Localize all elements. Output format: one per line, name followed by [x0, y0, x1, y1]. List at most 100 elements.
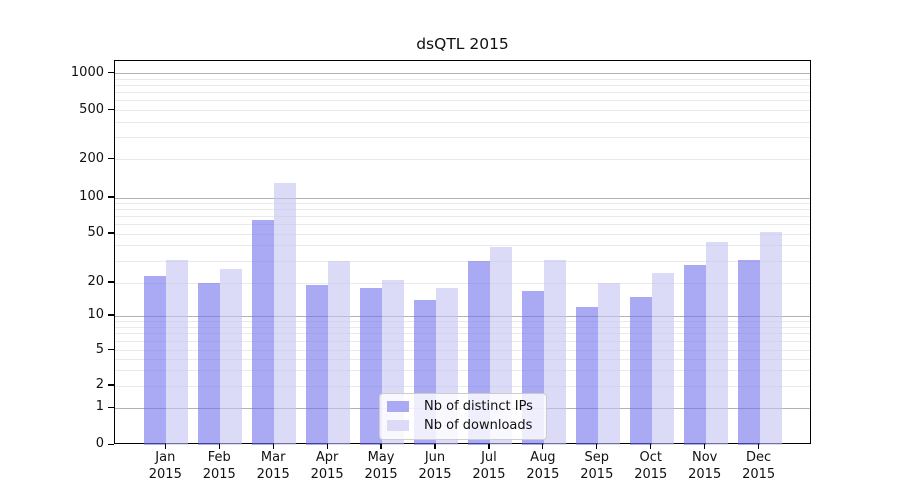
minor-gridline: [115, 209, 810, 211]
y-tick-mark: [107, 108, 114, 111]
x-tick-mark: [218, 444, 220, 450]
x-tick-mark: [164, 444, 166, 450]
x-tick-label: May 2015: [364, 450, 398, 482]
y-tick-label: 50: [87, 225, 104, 240]
y-tick-label: 100: [79, 189, 104, 204]
bar-downloads-feb: [220, 268, 243, 446]
minor-gridline: [115, 159, 810, 160]
y-tick-mark: [107, 314, 114, 316]
minor-gridline: [115, 369, 810, 371]
minor-gridline: [115, 110, 810, 111]
x-tick-label: Jun 2015: [418, 450, 452, 482]
bar-downloads-nov: [705, 242, 728, 446]
x-tick-mark: [380, 444, 382, 450]
bar-ips-jan: [144, 275, 167, 446]
x-tick-label: Mar 2015: [256, 450, 290, 482]
minor-gridline: [115, 326, 810, 328]
minor-gridline: [115, 92, 810, 94]
x-tick-label: Oct 2015: [634, 450, 668, 482]
minor-gridline: [115, 245, 810, 247]
major-gridline: [115, 315, 810, 317]
major-gridline: [115, 197, 810, 199]
bar-ips-feb: [198, 283, 221, 446]
x-tick-label: Jul 2015: [472, 450, 506, 482]
minor-gridline: [115, 85, 810, 87]
y-tick-mark: [107, 281, 114, 283]
bar-downloads-sep: [597, 283, 620, 446]
y-tick-label: 1: [95, 399, 104, 415]
legend-label-distinct-ips: Nb of distinct IPs: [424, 399, 533, 415]
x-tick-mark: [326, 444, 328, 450]
minor-gridline: [115, 202, 810, 204]
x-tick-mark: [488, 444, 490, 450]
bar-downloads-dec: [759, 231, 782, 446]
minor-gridline: [115, 340, 810, 342]
x-tick-label: Apr 2015: [310, 450, 344, 482]
minor-gridline: [115, 233, 810, 235]
minor-gridline: [115, 121, 810, 123]
x-tick-mark: [704, 444, 706, 450]
bar-ips-oct: [629, 296, 652, 446]
minor-gridline: [115, 282, 810, 284]
y-tick-label: 500: [79, 101, 104, 117]
x-tick-mark: [542, 444, 544, 450]
minor-gridline: [115, 216, 810, 218]
y-tick-mark: [107, 443, 114, 445]
y-tick-mark: [107, 406, 114, 408]
y-tick-label: 0: [95, 436, 104, 452]
minor-gridline: [115, 78, 810, 80]
x-tick-label: Sep 2015: [580, 450, 614, 482]
bar-downloads-mar: [274, 183, 297, 446]
minor-gridline: [115, 385, 810, 387]
minor-gridline: [115, 350, 810, 351]
y-tick-label: 200: [79, 150, 104, 166]
x-tick-mark: [650, 444, 652, 450]
x-tick-label: Feb 2015: [202, 450, 236, 482]
legend-label-downloads: Nb of downloads: [424, 417, 533, 433]
major-gridline: [115, 73, 810, 75]
y-tick-mark: [107, 157, 114, 160]
legend-swatch-downloads: [387, 419, 409, 431]
y-tick-mark: [107, 196, 114, 198]
y-tick-label: 2: [95, 377, 104, 392]
minor-gridline: [115, 260, 810, 262]
bar-downloads-aug: [543, 259, 566, 446]
minor-gridline: [115, 358, 810, 360]
minor-gridline: [115, 320, 810, 322]
y-tick-mark: [107, 384, 114, 386]
x-tick-label: Aug 2015: [526, 450, 560, 482]
x-tick-mark: [758, 444, 760, 450]
x-tick-mark: [272, 444, 274, 450]
y-tick-label: 20: [87, 274, 104, 289]
x-tick-label: Jan 2015: [148, 450, 182, 482]
x-tick-label: Dec 2015: [742, 450, 776, 482]
y-tick-label: 10: [87, 307, 104, 322]
minor-gridline: [115, 100, 810, 102]
chart-title: dsQTL 2015: [416, 35, 509, 53]
bar-ips-nov: [683, 265, 706, 446]
minor-gridline: [115, 333, 810, 335]
bar-downloads-apr: [328, 261, 350, 446]
legend-item-distinct-ips: Nb of distinct IPs: [387, 398, 540, 417]
y-tick-label: 1000: [70, 64, 104, 80]
bar-ips-dec: [737, 259, 760, 446]
bar-ips-mar: [252, 220, 275, 446]
x-tick-label: Nov 2015: [688, 450, 722, 482]
minor-gridline: [115, 137, 810, 139]
bar-downloads-oct: [651, 273, 674, 446]
bar-downloads-jan: [166, 259, 189, 446]
y-tick-mark: [107, 232, 114, 234]
x-tick-mark: [596, 444, 598, 450]
legend-swatch-distinct-ips: [387, 401, 409, 413]
bar-ips-may: [360, 288, 383, 446]
bar-ips-sep: [575, 307, 598, 446]
y-tick-mark: [107, 72, 114, 74]
minor-gridline: [115, 224, 810, 226]
legend: Nb of distinct IPs Nb of downloads: [379, 392, 547, 440]
legend-item-downloads: Nb of downloads: [387, 416, 540, 435]
y-tick-mark: [107, 348, 114, 351]
bar-ips-apr: [306, 285, 329, 446]
plot-area: Nb of distinct IPs Nb of downloads: [114, 59, 811, 446]
x-tick-mark: [434, 444, 436, 450]
